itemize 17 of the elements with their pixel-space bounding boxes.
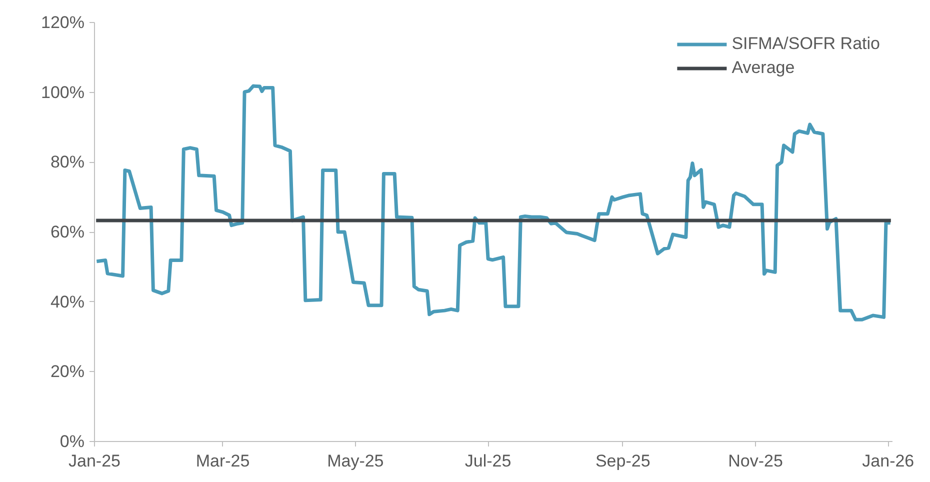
x-tick-label: May-25 [327, 452, 384, 470]
y-tick-label: 0% [60, 432, 85, 451]
x-tick-label: Sep-25 [595, 452, 650, 470]
legend-label: SIFMA/SOFR Ratio [732, 34, 880, 54]
legend-label: Average [732, 58, 795, 78]
y-tick-label: 80% [50, 152, 85, 172]
x-tick-label: Mar-25 [196, 452, 250, 470]
y-tick-label: 20% [50, 362, 85, 382]
x-tick-label: Nov-25 [728, 452, 783, 470]
y-tick-label: 60% [50, 222, 85, 242]
x-tick-label: Jan-26 [862, 452, 914, 470]
x-tick-label: Jul-25 [464, 452, 512, 470]
x-tick-label: Jan-25 [68, 452, 120, 470]
y-tick-label: 120% [41, 13, 85, 32]
line-series [94, 84, 892, 322]
y-tick-label: 100% [41, 82, 85, 102]
y-tick-label: 40% [50, 292, 85, 312]
